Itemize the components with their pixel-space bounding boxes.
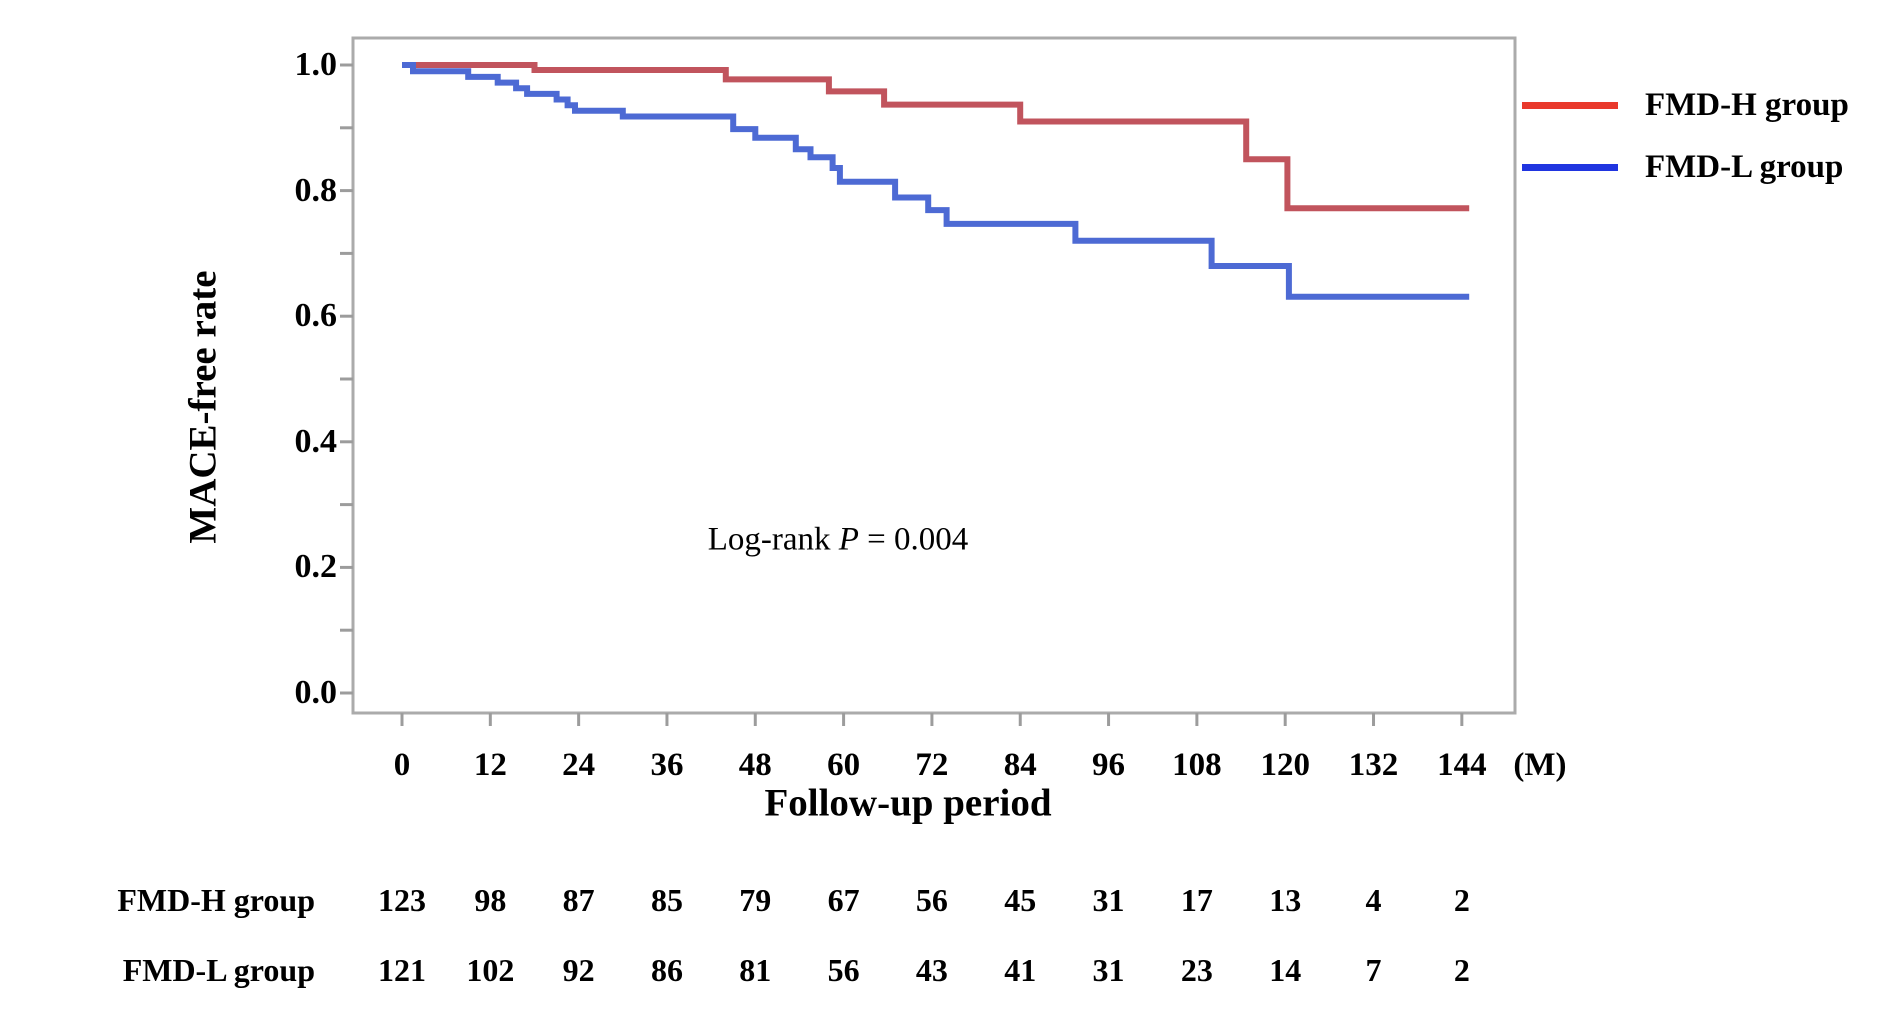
x-tick-label: 96 <box>1092 747 1126 783</box>
log-rank-annotation: Log-rank P = 0.004 <box>708 522 969 559</box>
x-tick-label: 0 <box>393 747 411 783</box>
risk-value: 23 <box>1180 952 1213 988</box>
risk-value: 121 <box>378 952 426 988</box>
x-tick-label: 132 <box>1348 747 1399 783</box>
y-tick-label: 0.6 <box>294 297 338 335</box>
risk-value: 85 <box>650 882 683 918</box>
risk-value: 67 <box>827 882 860 918</box>
risk-value: 56 <box>915 882 948 918</box>
risk-value: 81 <box>739 952 772 988</box>
x-tick-label: 144 <box>1437 747 1487 783</box>
risk-value: 14 <box>1269 952 1302 988</box>
y-tick-label: 0.0 <box>294 674 338 711</box>
p-symbol: P <box>838 521 859 558</box>
risk-row-label: FMD-L group <box>122 952 315 988</box>
risk-value: 98 <box>474 882 507 918</box>
y-tick-label: 0.8 <box>294 171 338 209</box>
km-curve-fmd-l <box>402 62 1470 300</box>
risk-value: 79 <box>739 882 772 918</box>
log-rank-prefix: Log-rank <box>707 521 839 558</box>
legend-label-fmd-l: FMD-L group <box>1645 149 1844 185</box>
risk-row-label: FMD-H group <box>117 882 315 918</box>
x-tick-label: 60 <box>827 747 861 783</box>
risk-value: 13 <box>1269 882 1302 918</box>
y-tick-label: 0.4 <box>294 422 338 460</box>
x-tick-label: 84 <box>1003 747 1037 783</box>
risk-value: 2 <box>1453 882 1470 918</box>
km-curve-fmd-h <box>402 62 1470 212</box>
risk-value: 7 <box>1365 952 1382 988</box>
risk-value: 41 <box>1004 952 1037 988</box>
plot-border <box>351 36 1517 715</box>
risk-value: 17 <box>1180 882 1213 918</box>
risk-value: 2 <box>1453 952 1470 988</box>
risk-value: 31 <box>1092 952 1125 988</box>
risk-value: 31 <box>1092 882 1125 918</box>
x-tick-label: 72 <box>915 747 949 783</box>
x-tick-label: 120 <box>1260 747 1310 783</box>
x-tick-label: 108 <box>1172 747 1222 783</box>
risk-value: 102 <box>466 952 515 988</box>
y-axis-title: MACE-free rate <box>181 270 225 544</box>
p-value: = 0.004 <box>858 521 969 558</box>
x-axis-unit-label: (M) <box>1513 747 1567 783</box>
legend-line-fmd-l <box>1522 164 1618 171</box>
risk-value: 56 <box>827 952 860 988</box>
legend-line-fmd-h <box>1522 102 1618 109</box>
x-tick-label: 12 <box>473 747 507 783</box>
x-tick-label: 48 <box>738 747 772 783</box>
risk-value: 43 <box>915 952 948 988</box>
y-tick-label: 1.0 <box>294 46 338 83</box>
risk-value: 4 <box>1365 882 1382 918</box>
x-tick-label: 24 <box>562 747 596 783</box>
risk-value: 45 <box>1004 882 1037 918</box>
risk-value: 92 <box>562 952 595 988</box>
x-tick-label: 36 <box>650 747 684 783</box>
legend-label-fmd-h: FMD-H group <box>1645 87 1849 123</box>
risk-value: 87 <box>562 882 595 918</box>
y-tick-label: 0.2 <box>294 548 338 586</box>
risk-value: 86 <box>650 952 683 988</box>
x-axis-title: Follow-up period <box>764 781 1052 825</box>
risk-value: 123 <box>378 882 426 918</box>
